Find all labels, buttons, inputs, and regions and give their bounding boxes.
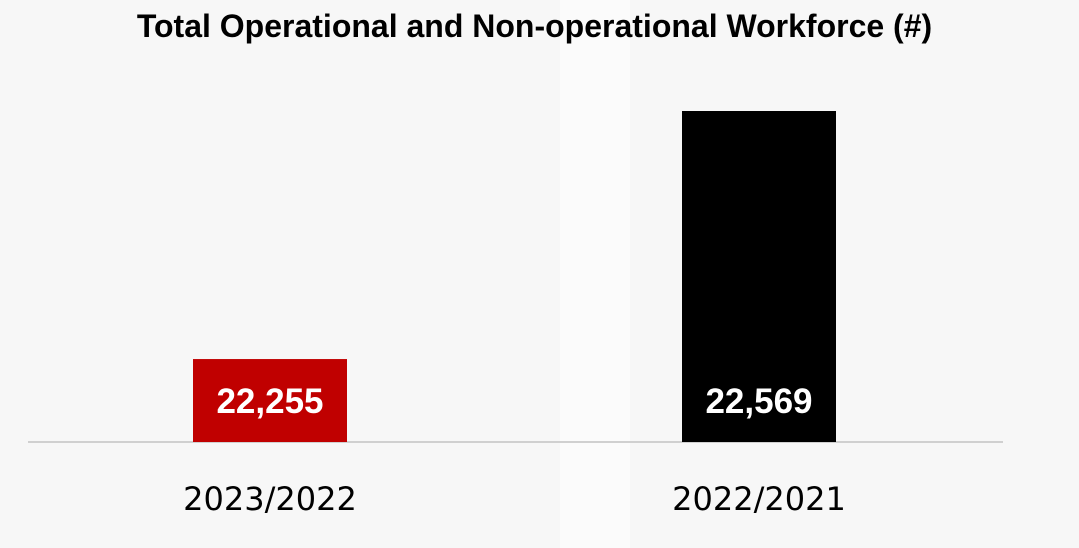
data-label: 22,569 [705,382,812,421]
category-label: 2023/2022 [183,480,357,518]
data-label: 22,255 [216,382,323,421]
bar-2022/2021 [682,111,836,442]
bar-2023/2022 [193,359,347,442]
category-label: 2022/2021 [672,480,846,518]
chart-title: Total Operational and Non-operational Wo… [136,8,933,44]
background-stripe [560,0,630,548]
